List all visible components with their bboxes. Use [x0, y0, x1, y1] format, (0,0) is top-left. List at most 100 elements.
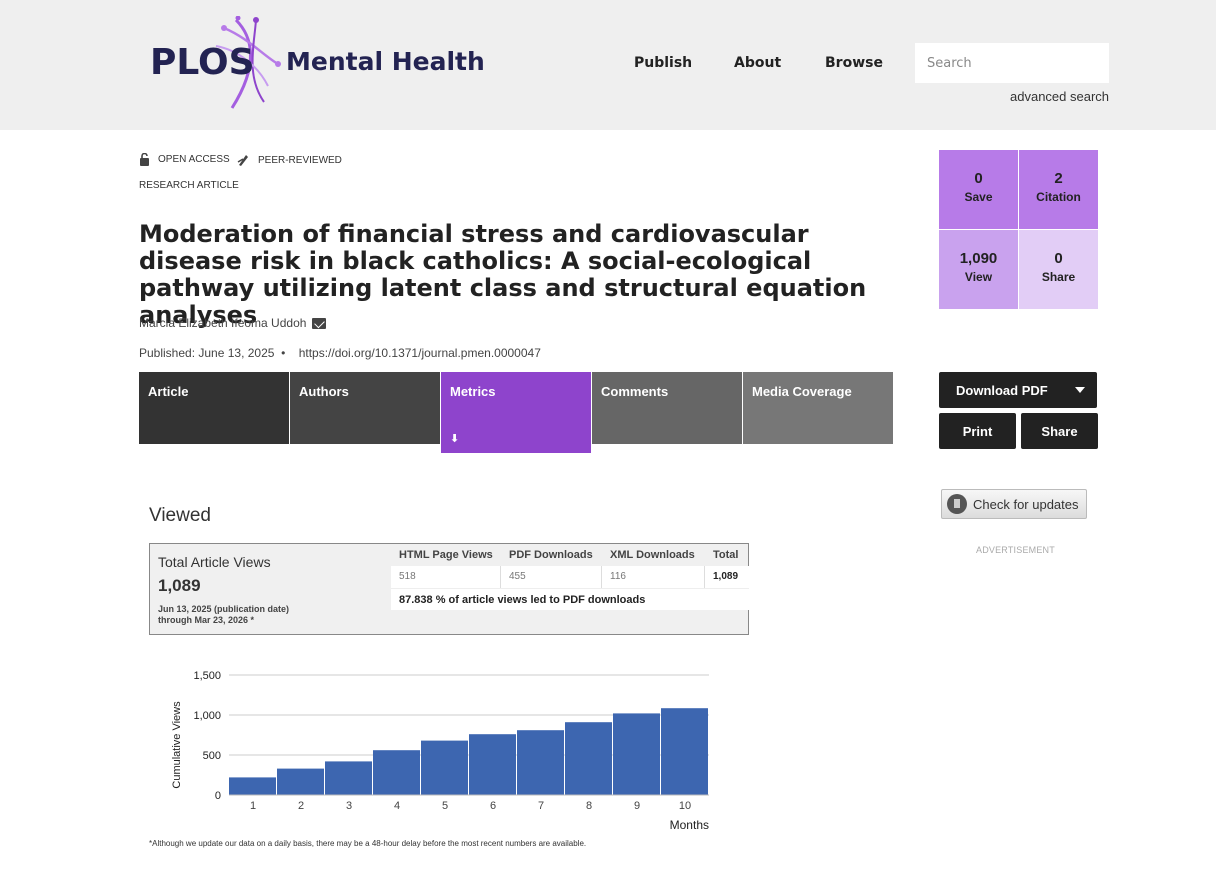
search-input[interactable] [915, 43, 1109, 83]
article-metrics-grid: 0 Save 2 Citation 1,090 View 0 Share [939, 150, 1098, 309]
bar [517, 730, 564, 795]
x-tick-label: 4 [394, 800, 400, 812]
view-metric[interactable]: 1,090 View [939, 230, 1018, 309]
check-updates-label: Check for updates [973, 496, 1079, 512]
pdf-ratio-text: 87.838 % of article views led to PDF dow… [391, 588, 749, 610]
bar [373, 750, 420, 795]
nav-publish[interactable]: Publish [634, 55, 693, 71]
download-pdf-label: Download PDF [956, 382, 1048, 398]
total-views-count: 1,089 [158, 576, 201, 595]
y-tick-label: 1,000 [193, 710, 221, 722]
crossmark-icon [947, 494, 967, 514]
y-tick-label: 500 [203, 750, 221, 762]
nav-about[interactable]: About [734, 55, 782, 71]
tab-metrics[interactable]: Metrics ⬇ [441, 372, 591, 453]
y-tick-label: 0 [215, 790, 221, 802]
published-date: Published: June 13, 2025 [139, 346, 275, 360]
print-label: Print [962, 423, 993, 439]
x-tick-label: 2 [298, 800, 304, 812]
cumulative-views-chart: 0 500 1,000 1,500 1 2 3 4 5 6 7 8 9 10 Months Cumulativ… [171, 670, 709, 832]
views-table-row: 518 455 116 1,089 [391, 566, 749, 588]
site-header: PLOS Mental Health Publish About Browse … [0, 0, 1216, 130]
x-tick-label: 1 [250, 800, 256, 812]
tab-article[interactable]: Article [139, 372, 289, 444]
citation-label: Citation [1036, 190, 1081, 204]
publication-line: Published: June 13, 2025 • https://doi.o… [139, 346, 541, 360]
tab-comments[interactable]: Comments [592, 372, 742, 444]
bar [565, 722, 612, 795]
x-axis-label: Months [670, 818, 709, 832]
share-button[interactable]: Share [1021, 413, 1098, 449]
save-label: Save [964, 190, 993, 204]
tab-label: Comments [601, 384, 669, 399]
peer-reviewed-label: PEER-REVIEWED [258, 154, 342, 166]
bar [469, 734, 516, 795]
x-tick-label: 8 [586, 800, 592, 812]
download-pdf-button[interactable]: Download PDF [939, 372, 1097, 408]
data-delay-footnote: *Although we update our data on a daily … [149, 839, 587, 848]
plos-mental-health-logo[interactable]: PLOS Mental Health [148, 16, 488, 112]
logo-journal-text: Mental Health [286, 47, 485, 76]
header-pdf-downloads: PDF Downloads [509, 549, 593, 561]
tab-media-coverage[interactable]: Media Coverage [743, 372, 893, 444]
header-html-views: HTML Page Views [399, 549, 493, 561]
x-tick-label: 6 [490, 800, 496, 812]
tab-label: Authors [299, 384, 349, 399]
views-date-range: Jun 13, 2025 (publication date) through … [158, 604, 289, 626]
share-count: 0 [1054, 250, 1063, 267]
x-tick-label: 5 [442, 800, 448, 812]
bar [661, 708, 708, 795]
x-tick-label: 10 [679, 800, 691, 812]
header-total: Total [713, 549, 739, 561]
citation-metric[interactable]: 2 Citation [1019, 150, 1098, 229]
article-views-box: Total Article Views 1,089 Jun 13, 2025 (… [149, 543, 749, 635]
share-metric[interactable]: 0 Share [1019, 230, 1098, 309]
separator-dot: • [277, 346, 296, 360]
article-type-label: RESEARCH ARTICLE [139, 180, 239, 191]
x-tick-label: 9 [634, 800, 640, 812]
tab-label: Media Coverage [752, 384, 852, 399]
bar [421, 740, 468, 795]
tab-authors[interactable]: Authors [290, 372, 440, 444]
x-tick-label: 3 [346, 800, 352, 812]
open-access-label: OPEN ACCESS [158, 154, 230, 165]
open-access-badge: OPEN ACCESS [139, 153, 230, 166]
logo-swirl-icon [215, 16, 281, 109]
date-to: through Mar 23, 2026 * [158, 615, 255, 625]
article-title: Moderation of financial stress and cardi… [139, 220, 867, 329]
peer-reviewed-icon [237, 155, 248, 166]
check-for-updates-button[interactable]: Check for updates [941, 489, 1087, 519]
share-label: Share [1041, 270, 1076, 284]
doi-link[interactable]: https://doi.org/10.1371/journal.pmen.000… [298, 346, 541, 360]
print-button[interactable]: Print [939, 413, 1016, 449]
citation-count: 2 [1054, 170, 1063, 187]
html-views-value: 518 [391, 566, 501, 588]
save-count: 0 [974, 170, 983, 187]
views-table: HTML Page Views PDF Downloads XML Downlo… [391, 544, 749, 610]
view-count: 1,090 [959, 250, 998, 267]
nav-browse[interactable]: Browse [825, 55, 883, 71]
article-tabs: Article Authors Metrics ⬇ Comments Media … [139, 372, 893, 453]
views-table-header: HTML Page Views PDF Downloads XML Downlo… [391, 544, 749, 566]
bar [325, 761, 372, 795]
save-metric[interactable]: 0 Save [939, 150, 1018, 229]
logo-plos-text: PLOS [150, 42, 255, 83]
unlock-icon [140, 153, 149, 166]
y-tick-label: 1,500 [193, 670, 221, 682]
peer-reviewed-badge: PEER-REVIEWED [237, 153, 342, 167]
pdf-downloads-value: 455 [501, 566, 602, 588]
tab-label: Article [148, 384, 189, 399]
bar [277, 768, 324, 795]
viewed-heading: Viewed [149, 505, 211, 526]
author-line: Marcia Elizabeth Ifeoma Uddoh [139, 316, 327, 330]
advertisement-label: ADVERTISEMENT [976, 545, 1055, 555]
email-icon[interactable] [312, 317, 327, 329]
date-from: Jun 13, 2025 (publication date) [158, 604, 290, 614]
caret-down-icon[interactable] [1075, 387, 1085, 393]
advanced-search-link[interactable]: advanced search [1010, 89, 1110, 104]
header-xml-downloads: XML Downloads [610, 549, 695, 561]
tab-label: Metrics [450, 384, 496, 399]
total-value: 1,089 [713, 571, 739, 582]
author-name[interactable]: Marcia Elizabeth Ifeoma Uddoh [139, 316, 307, 330]
bar [229, 777, 276, 795]
